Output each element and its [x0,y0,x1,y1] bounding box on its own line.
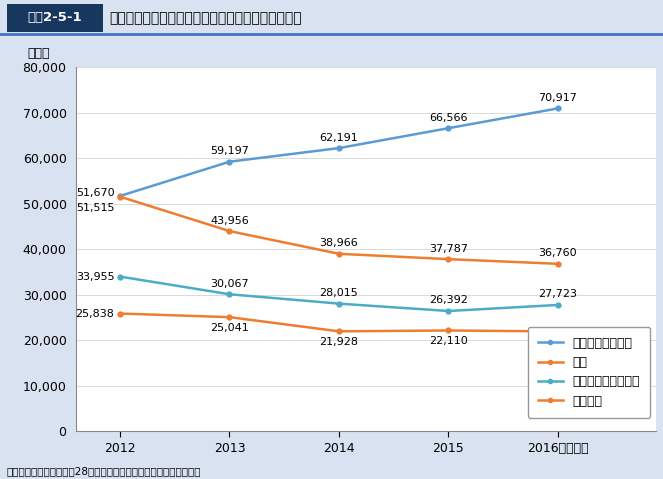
Text: 民事上の個別労働紛争の主な相談内容の件数の推移: 民事上の個別労働紛争の主な相談内容の件数の推移 [109,11,302,25]
Text: 70,917: 70,917 [538,93,577,103]
Text: 66,566: 66,566 [429,113,467,123]
Text: 51,515: 51,515 [76,203,115,213]
Text: 21,901: 21,901 [538,337,577,347]
Text: 25,838: 25,838 [76,308,115,319]
Text: 30,067: 30,067 [210,279,249,289]
Text: 22,110: 22,110 [429,336,468,346]
Text: 資料：厚生労働省「平成28年度個別労働紛争解決制度の施行状況」: 資料：厚生労働省「平成28年度個別労働紛争解決制度の施行状況」 [7,467,201,477]
Text: 51,670: 51,670 [76,188,115,198]
Text: 図表2-5-1: 図表2-5-1 [27,11,82,24]
Text: 21,928: 21,928 [320,337,359,347]
Text: 37,787: 37,787 [429,244,468,253]
Text: 38,966: 38,966 [320,238,358,248]
Text: 59,197: 59,197 [210,146,249,156]
Bar [7,4,103,32]
Text: 26,392: 26,392 [429,296,468,306]
Text: 62,191: 62,191 [320,133,358,143]
Text: 28,015: 28,015 [320,288,358,298]
Text: 43,956: 43,956 [210,216,249,226]
Text: 33,955: 33,955 [76,272,115,282]
Text: 25,041: 25,041 [210,323,249,333]
Text: （件）: （件） [27,47,50,60]
Legend: いじめ・嫌がらせ, 解雇, 労働条件の引き下げ, 退職勧奨: いじめ・嫌がらせ, 解雇, 労働条件の引き下げ, 退職勧奨 [528,327,650,418]
Text: 36,760: 36,760 [538,248,577,258]
Text: 27,723: 27,723 [538,289,577,299]
